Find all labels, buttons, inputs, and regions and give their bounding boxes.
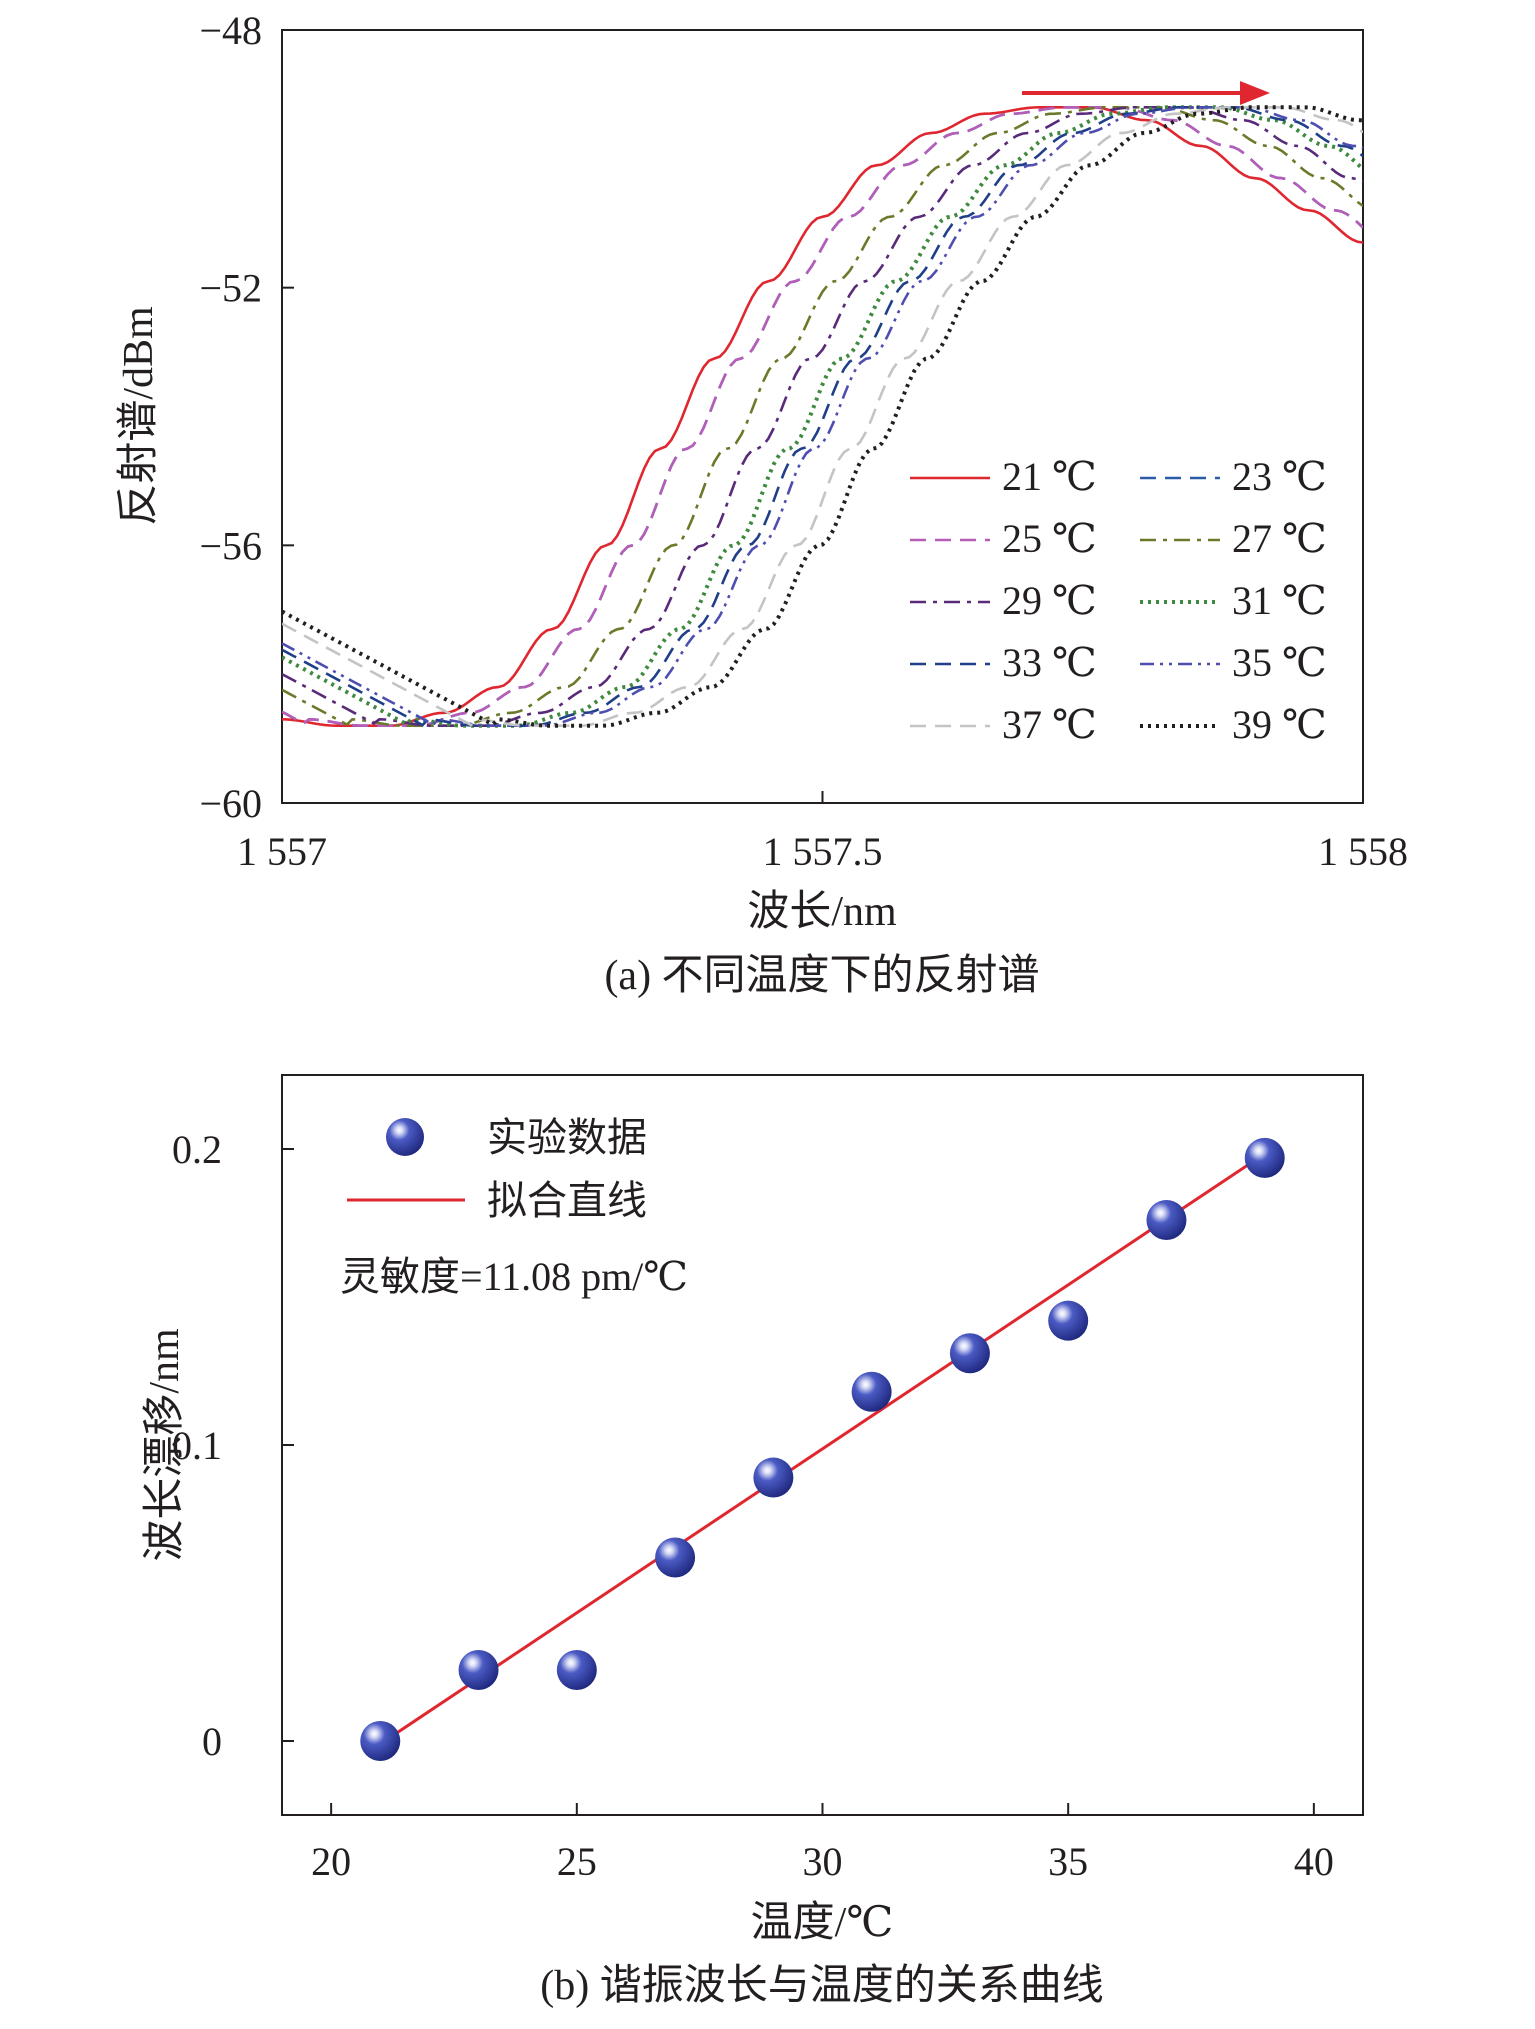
- x-tick-label: 30: [803, 1839, 843, 1884]
- panel-b-legend: 实验数据 拟合直线: [347, 1115, 647, 1223]
- data-point: [851, 1371, 892, 1412]
- y-tick-label: 0.2: [172, 1127, 222, 1172]
- x-tick-label: 20: [311, 1839, 351, 1884]
- data-point: [949, 1333, 990, 1374]
- y-tick-label: −56: [199, 523, 262, 568]
- x-tick-label: 1 557.5: [763, 829, 883, 874]
- y-tick-label: 0: [202, 1719, 222, 1764]
- panel-b-xlabel: 温度/℃: [751, 1900, 894, 1946]
- spectrum-line-4: [282, 106, 1363, 727]
- legend-label: 25 ℃: [1002, 516, 1097, 561]
- x-tick-label: 1 557: [237, 829, 327, 874]
- legend-label-data: 实验数据: [487, 1115, 647, 1160]
- x-tick-label: 40: [1294, 1839, 1334, 1884]
- panel-b-ticks: 20 25 30 35 40 0 0.1 0.2: [172, 1127, 1334, 1884]
- y-tick-label: 0.1: [172, 1423, 222, 1468]
- y-tick-label: −52: [199, 266, 262, 311]
- legend-label: 39 ℃: [1232, 702, 1327, 747]
- spectrum-line-6: [282, 106, 1363, 727]
- spectrum-line-5: [282, 105, 1363, 728]
- legend-label: 27 ℃: [1232, 516, 1327, 561]
- spectrum-line-0: [282, 106, 1363, 727]
- shift-arrow: [1022, 81, 1270, 105]
- legend-label: 21 ℃: [1002, 454, 1097, 499]
- fit-line: [379, 1152, 1266, 1746]
- data-point: [556, 1649, 597, 1690]
- data-point: [655, 1537, 696, 1578]
- data-point: [1146, 1200, 1187, 1241]
- data-point: [458, 1649, 499, 1690]
- y-tick-label: −48: [199, 8, 262, 53]
- panel-b-ylabel: 波长漂移/nm: [142, 1328, 188, 1562]
- legend-label: 37 ℃: [1002, 702, 1097, 747]
- spectrum-line-7: [282, 106, 1363, 727]
- legend-label-fit: 拟合直线: [487, 1178, 647, 1223]
- x-tick-label: 25: [557, 1839, 597, 1884]
- legend-label: 35 ℃: [1232, 640, 1327, 685]
- data-point: [753, 1457, 794, 1498]
- legend-label: 31 ℃: [1232, 578, 1327, 623]
- spectrum-line-3: [282, 106, 1363, 727]
- panel-b-plot-frame: [281, 1074, 1364, 1816]
- panel-a-xlabel: 波长/nm: [747, 889, 897, 935]
- legend-label: 23 ℃: [1232, 454, 1327, 499]
- x-tick-label: 35: [1048, 1839, 1088, 1884]
- panel-b-scatter-chart: 20 25 30 35 40 0 0.1 0.2 实验数据 拟合直线 灵敏度=11.08 pm…: [142, 1074, 1364, 2009]
- panel-b-plot-area: [360, 1137, 1285, 1761]
- legend-marker-icon: [386, 1118, 424, 1156]
- panel-b-caption: (b) 谐振波长与温度的关系曲线: [540, 1963, 1103, 2009]
- panel-a-spectrum-chart: 1 557 1 557.5 1 558 −60 −56 −52 −48 21 ℃ 23 ℃ 25…: [116, 8, 1408, 999]
- spectrum-line-8: [282, 106, 1363, 727]
- panel-a-legend: 21 ℃ 23 ℃ 25 ℃ 27 ℃ 29 ℃ 31 ℃ 33 ℃ 35 ℃ 37 ℃ 39 ℃: [910, 454, 1327, 747]
- panel-a-ticks: 1 557 1 557.5 1 558 −60 −56 −52 −48: [199, 8, 1408, 874]
- spectrum-line-9: [282, 105, 1363, 728]
- y-tick-label: −60: [199, 781, 262, 826]
- data-point: [1244, 1137, 1285, 1178]
- panel-a-caption: (a) 不同温度下的反射谱: [604, 953, 1039, 999]
- data-point: [1048, 1300, 1089, 1341]
- data-point: [360, 1721, 401, 1761]
- spectrum-line-2: [282, 106, 1363, 727]
- panel-a-curves: [282, 105, 1363, 728]
- sensitivity-annotation: 灵敏度=11.08 pm/℃: [340, 1254, 688, 1299]
- spectrum-line-1: [282, 106, 1363, 727]
- panel-a-ylabel: 反射谱/dBm: [116, 306, 162, 526]
- legend-label: 29 ℃: [1002, 578, 1097, 623]
- x-tick-label: 1 558: [1318, 829, 1408, 874]
- legend-label: 33 ℃: [1002, 640, 1097, 685]
